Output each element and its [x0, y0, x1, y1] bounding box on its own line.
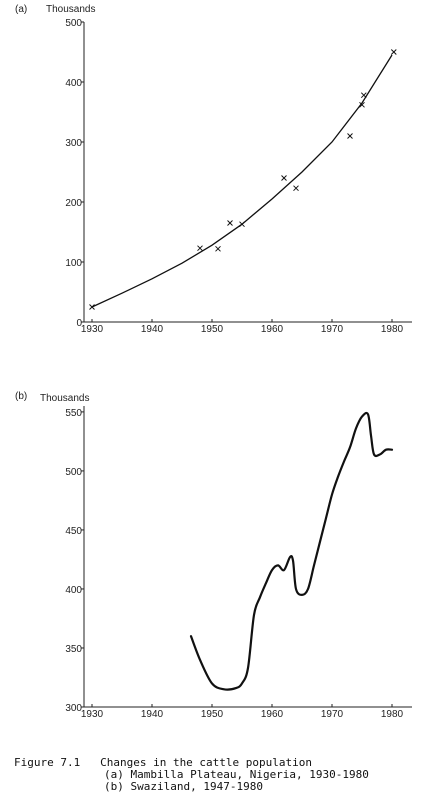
y-tick-label: 300: [65, 138, 82, 149]
y-axis-label-a: Thousands: [46, 4, 95, 15]
y-tick-label: 0: [76, 318, 82, 329]
data-point: [360, 92, 367, 99]
x-tick-label: 1930: [81, 324, 104, 335]
caption-line-b: (b) Swaziland, 1947-1980: [104, 780, 263, 793]
data-point: [89, 304, 95, 310]
x-tick-label: 1930: [81, 709, 104, 720]
x-tick-label: 1970: [321, 709, 344, 720]
y-tick-label: 350: [65, 644, 82, 655]
y-tick-label: 300: [65, 703, 82, 714]
data-point: [197, 245, 203, 252]
chart-a: (a) Thousands 1930 1940 1950 1960 1970 1980 0 1…: [15, 4, 412, 335]
y-tick-label: 200: [65, 198, 82, 209]
trend-curve-a: [91, 54, 393, 308]
data-point: [215, 245, 221, 252]
x-tick-label: 1980: [381, 709, 404, 720]
y-tick-label: 100: [65, 258, 82, 269]
caption-line-a: (a) Mambilla Plateau, Nigeria, 1930-1980: [104, 768, 369, 781]
panel-label-b: (b): [15, 391, 27, 402]
x-tick-label: 1970: [321, 324, 344, 335]
data-point: [359, 101, 365, 108]
chart-b: (b) Thousands 1930 1940 1950 1960 1970 1980 30…: [15, 391, 412, 720]
x-tick-label: 1960: [261, 324, 284, 335]
x-tick-label: 1940: [141, 709, 164, 720]
data-point: [239, 221, 245, 228]
figure-caption: Figure 7.1 Changes in the cattle populat…: [14, 756, 369, 793]
y-tick-label: 400: [65, 78, 82, 89]
y-tick-label: 550: [65, 408, 82, 419]
y-tick-label: 500: [65, 18, 82, 29]
x-tick-label: 1950: [201, 324, 224, 335]
series-line-b: [189, 411, 394, 691]
y-tick-label: 500: [65, 467, 82, 478]
data-point: [227, 220, 233, 226]
y-tick-label: 450: [65, 526, 82, 537]
data-point: [347, 133, 353, 139]
x-tick-label: 1960: [261, 709, 284, 720]
caption-title: Figure 7.1 Changes in the cattle populat…: [14, 756, 312, 769]
panel-label-a: (a): [15, 4, 27, 15]
y-axis-label-b: Thousands: [40, 393, 89, 404]
data-point: [281, 175, 287, 181]
data-point: [293, 185, 299, 192]
data-point: [390, 49, 397, 55]
y-tick-label: 400: [65, 585, 82, 596]
x-tick-label: 1950: [201, 709, 224, 720]
x-tick-label: 1980: [381, 324, 404, 335]
x-tick-label: 1940: [141, 324, 164, 335]
